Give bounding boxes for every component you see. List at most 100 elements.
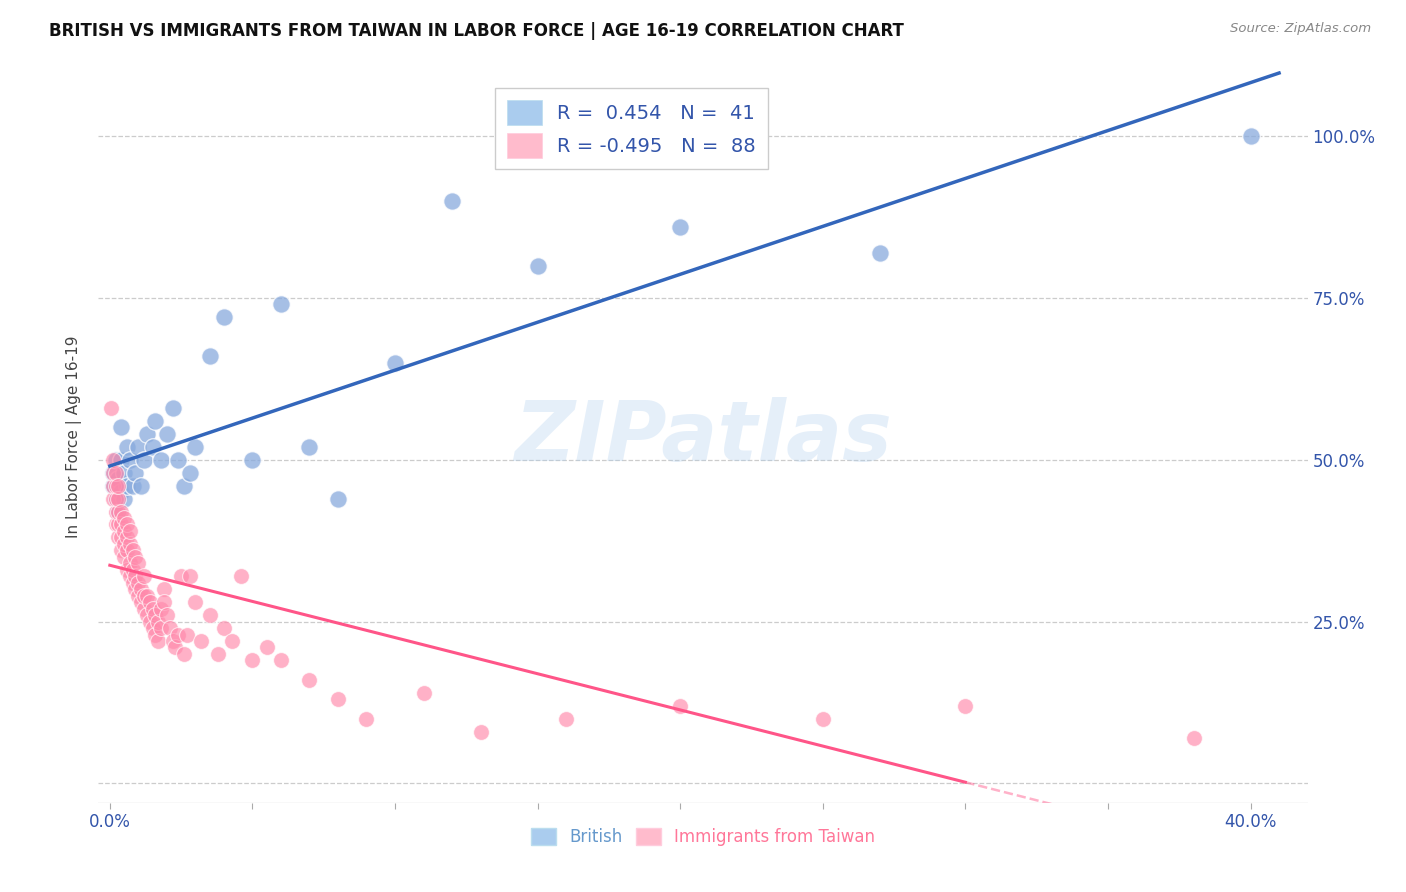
Point xyxy=(107,478,129,492)
Point xyxy=(104,491,127,506)
Point xyxy=(110,452,132,467)
Point xyxy=(139,615,162,629)
Point xyxy=(441,194,464,208)
Point xyxy=(139,595,162,609)
Point xyxy=(112,524,135,538)
Point xyxy=(104,466,127,480)
Point xyxy=(115,543,138,558)
Point xyxy=(153,595,176,609)
Point xyxy=(326,491,349,506)
Point xyxy=(135,608,157,623)
Point xyxy=(162,634,184,648)
Point xyxy=(148,634,170,648)
Point xyxy=(107,491,129,506)
Point xyxy=(129,582,152,597)
Point xyxy=(198,349,221,363)
Point xyxy=(179,569,201,583)
Point xyxy=(107,472,129,486)
Point xyxy=(110,485,132,500)
Point xyxy=(115,563,138,577)
Point xyxy=(298,440,321,454)
Point xyxy=(112,537,135,551)
Legend: British, Immigrants from Taiwan: British, Immigrants from Taiwan xyxy=(524,822,882,853)
Point xyxy=(107,504,129,518)
Point xyxy=(184,440,207,454)
Point xyxy=(955,698,977,713)
Point xyxy=(118,537,141,551)
Point xyxy=(121,575,143,590)
Point xyxy=(104,504,127,518)
Point xyxy=(115,478,138,492)
Point xyxy=(212,621,235,635)
Point xyxy=(356,712,378,726)
Point xyxy=(115,517,138,532)
Point xyxy=(107,530,129,544)
Point xyxy=(127,575,149,590)
Point xyxy=(167,627,190,641)
Point xyxy=(124,466,146,480)
Point xyxy=(112,466,135,480)
Point xyxy=(242,653,264,667)
Point xyxy=(179,466,201,480)
Point xyxy=(145,627,167,641)
Point xyxy=(132,452,155,467)
Point xyxy=(127,557,149,571)
Point xyxy=(221,634,243,648)
Text: BRITISH VS IMMIGRANTS FROM TAIWAN IN LABOR FORCE | AGE 16-19 CORRELATION CHART: BRITISH VS IMMIGRANTS FROM TAIWAN IN LAB… xyxy=(49,22,904,40)
Point xyxy=(135,589,157,603)
Point xyxy=(145,608,167,623)
Point xyxy=(112,491,135,506)
Point xyxy=(132,601,155,615)
Point xyxy=(110,543,132,558)
Point xyxy=(167,452,190,467)
Point xyxy=(869,245,891,260)
Point xyxy=(115,440,138,454)
Point xyxy=(121,543,143,558)
Point xyxy=(811,712,834,726)
Point xyxy=(470,724,492,739)
Point xyxy=(148,615,170,629)
Point xyxy=(101,478,124,492)
Point xyxy=(121,563,143,577)
Point xyxy=(118,452,141,467)
Y-axis label: In Labor Force | Age 16-19: In Labor Force | Age 16-19 xyxy=(66,335,83,539)
Point xyxy=(132,589,155,603)
Point xyxy=(118,524,141,538)
Point xyxy=(190,634,212,648)
Point xyxy=(150,621,173,635)
Point xyxy=(173,647,195,661)
Point xyxy=(212,310,235,325)
Point xyxy=(132,569,155,583)
Point xyxy=(198,608,221,623)
Point xyxy=(156,608,179,623)
Point xyxy=(129,595,152,609)
Point xyxy=(127,440,149,454)
Point xyxy=(110,504,132,518)
Point xyxy=(159,621,181,635)
Point xyxy=(107,504,129,518)
Point xyxy=(1182,731,1205,745)
Point xyxy=(104,478,127,492)
Point xyxy=(110,517,132,532)
Point xyxy=(110,420,132,434)
Point xyxy=(173,478,195,492)
Point xyxy=(669,219,692,234)
Point xyxy=(229,569,252,583)
Point xyxy=(135,426,157,441)
Point xyxy=(270,297,292,311)
Point xyxy=(150,601,173,615)
Point xyxy=(142,440,165,454)
Point xyxy=(526,259,548,273)
Point xyxy=(170,569,193,583)
Point xyxy=(107,517,129,532)
Point xyxy=(298,673,321,687)
Point xyxy=(142,601,165,615)
Point xyxy=(118,569,141,583)
Point xyxy=(270,653,292,667)
Text: Source: ZipAtlas.com: Source: ZipAtlas.com xyxy=(1230,22,1371,36)
Point xyxy=(256,640,278,655)
Point xyxy=(115,530,138,544)
Point xyxy=(669,698,692,713)
Point xyxy=(162,401,184,415)
Point xyxy=(242,452,264,467)
